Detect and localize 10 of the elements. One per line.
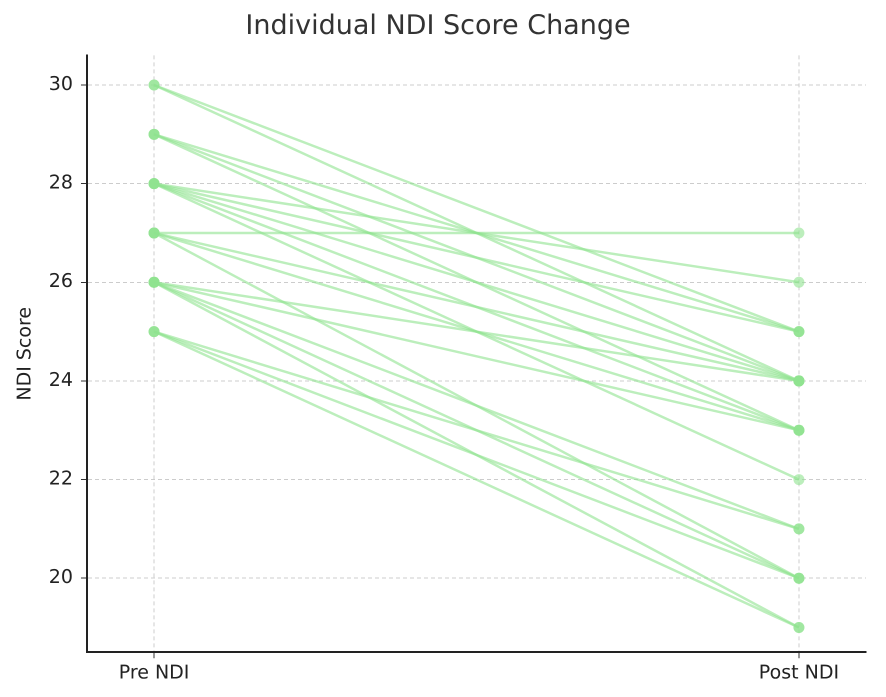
- y-tick-label: 30: [48, 72, 73, 95]
- y-tick-label: 24: [48, 368, 73, 391]
- y-tick-label: 22: [48, 468, 73, 490]
- chart-title: Individual NDI Score Change: [245, 10, 631, 42]
- x-tick-label: Post NDI: [758, 662, 840, 684]
- y-axis-title: NDI Score: [13, 306, 36, 401]
- x-tick-label: Pre NDI: [118, 662, 190, 684]
- y-tick-label: 26: [48, 270, 73, 292]
- y-tick-label: 28: [48, 172, 73, 194]
- y-tick-label: 20: [48, 566, 73, 588]
